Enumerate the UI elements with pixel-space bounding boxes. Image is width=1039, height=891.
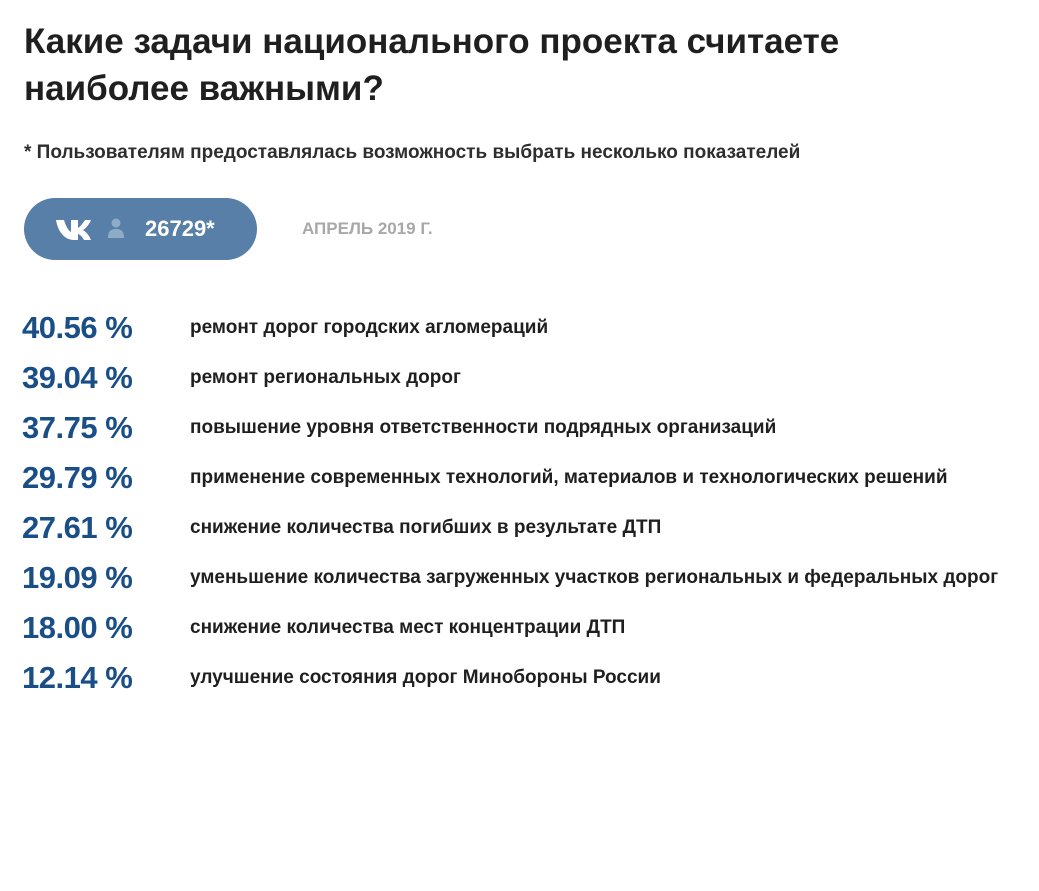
result-row: 19.09 % уменьшение количества загруженных… <box>0 550 1039 600</box>
user-icon <box>108 218 124 238</box>
page-title: Какие задачи национального проекта счита… <box>24 22 840 108</box>
vk-respondents-badge: 26729* <box>24 198 257 260</box>
result-row: 29.79 % применение современных технологий… <box>0 450 1039 500</box>
result-percent: 19.09 % <box>22 560 133 595</box>
result-percent: 39.04 % <box>22 360 133 395</box>
result-row: 40.56 % ремонт дорог городских агломераци… <box>0 300 1039 350</box>
result-label: снижение количества мест концентрации ДТ… <box>190 617 626 638</box>
result-label: улучшение состояния дорог Минобороны Рос… <box>190 667 661 688</box>
result-row: 39.04 % ремонт региональных дорог <box>0 350 1039 400</box>
result-row: 12.14 % улучшение состояния дорог Минобор… <box>0 650 1039 700</box>
result-label: ремонт дорог городских агломераций <box>190 317 549 338</box>
respondents-count: 26729* <box>145 216 215 241</box>
result-label: снижение количества погибших в результат… <box>190 517 662 538</box>
result-percent: 37.75 % <box>22 410 133 445</box>
result-percent: 12.14 % <box>22 660 133 695</box>
result-row: 37.75 % повышение уровня ответственности … <box>0 400 1039 450</box>
result-row: 27.61 % снижение количества погибших в ре… <box>0 500 1039 550</box>
result-label: уменьшение количества загруженных участк… <box>190 567 999 588</box>
result-row: 18.00 % снижение количества мест концентр… <box>0 600 1039 650</box>
vk-logo-icon <box>56 220 91 240</box>
result-percent: 40.56 % <box>22 310 133 345</box>
result-label: применение современных технологий, матер… <box>190 467 948 488</box>
multiple-choice-note: * Пользователям предоставлялась возможно… <box>24 142 801 163</box>
result-label: повышение уровня ответственности подрядн… <box>190 417 777 438</box>
result-percent: 18.00 % <box>22 610 133 645</box>
result-percent: 29.79 % <box>22 460 133 495</box>
survey-date: АПРЕЛЬ 2019 Г. <box>302 219 433 238</box>
result-label: ремонт региональных дорог <box>190 367 461 388</box>
result-percent: 27.61 % <box>22 510 133 545</box>
results-list: 40.56 % ремонт дорог городских агломераци… <box>0 300 1039 700</box>
